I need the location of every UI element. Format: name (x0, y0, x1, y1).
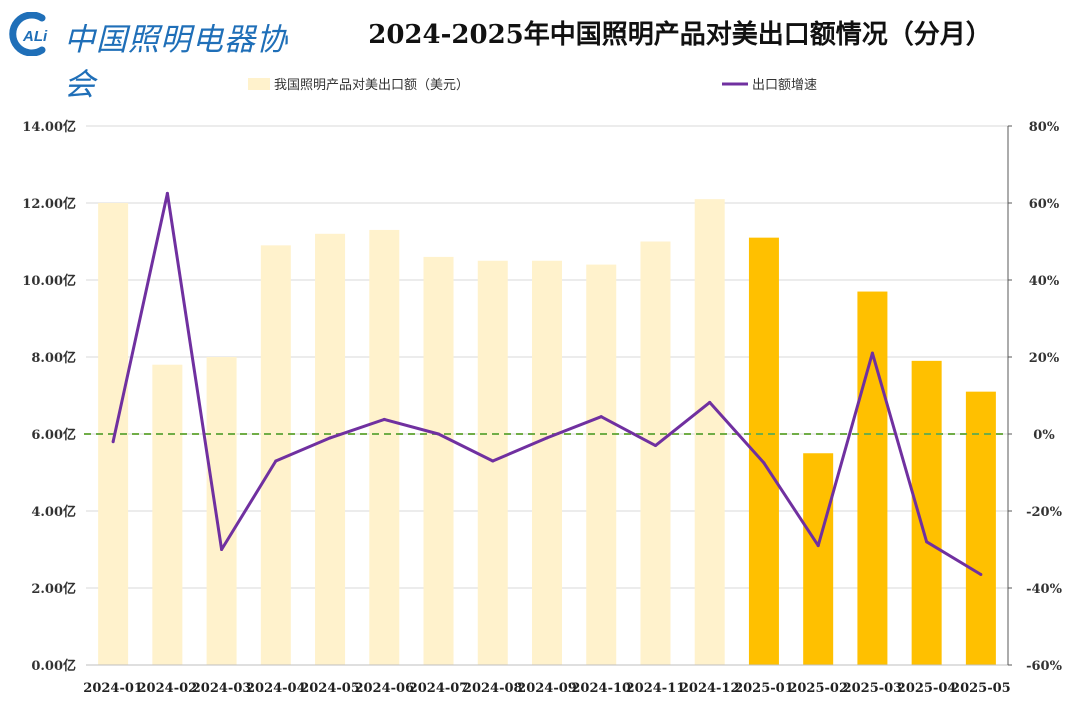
growth-point-2024-12 (708, 400, 712, 404)
growth-point-2024-09 (545, 436, 549, 440)
x-tick-label: 2024-12 (680, 681, 740, 696)
x-tick-label: 2025-01 (734, 681, 794, 696)
growth-point-2024-02 (165, 191, 169, 195)
x-tick-label: 2024-09 (517, 681, 577, 696)
growth-point-2024-10 (599, 415, 603, 419)
right-tick-label: 80% (1029, 120, 1060, 135)
right-tick-label: -40% (1026, 582, 1062, 597)
legend: 我国照明产品对美出口额（美元） 出口额增速 (248, 78, 817, 93)
legend-label-line: 出口额增速 (752, 78, 817, 93)
left-tick-label: 12.00亿 (22, 196, 76, 212)
x-tick-label: 2024-10 (571, 681, 631, 696)
logo-mark-icon: ALi (9, 12, 48, 56)
growth-point-2024-04 (274, 459, 278, 463)
bar-2025-03 (857, 291, 888, 665)
x-tick-label: 2025-03 (843, 681, 903, 696)
growth-point-2025-01 (762, 461, 766, 465)
x-tick-label: 2024-08 (463, 681, 523, 696)
x-tick-label: 2024-06 (354, 681, 414, 696)
bar-2025-05 (965, 391, 996, 665)
axes: 0.00亿 2.00亿 4.00亿 6.00亿 8.00亿 10.00亿 12.00亿 14.… (22, 119, 1062, 696)
growth-point-2024-06 (382, 417, 386, 421)
bar-2025-04 (911, 360, 942, 665)
x-tick-label: 2024-03 (192, 681, 252, 696)
growth-point-2024-11 (653, 444, 657, 448)
right-tick-label: 20% (1029, 351, 1060, 366)
left-tick-label: 10.00亿 (22, 273, 76, 289)
bar-2024-10 (586, 264, 617, 665)
legend-label-bar: 我国照明产品对美出口额（美元） (274, 78, 469, 93)
growth-point-2024-01 (111, 440, 115, 444)
left-tick-label: 0.00亿 (31, 658, 76, 674)
left-tick-label: 6.00亿 (31, 427, 76, 443)
right-tick-label: -20% (1026, 505, 1062, 520)
bar-2024-08 (477, 260, 508, 665)
left-tick-label: 4.00亿 (31, 504, 76, 520)
bar-2024-02 (152, 364, 183, 665)
logo-org-name: 中国照明电器协会 (64, 22, 288, 103)
right-tick-label: 60% (1029, 197, 1060, 212)
bar-2024-09 (532, 260, 562, 665)
bar-2024-11 (640, 241, 671, 665)
bar-2024-07 (423, 256, 454, 665)
x-tick-label: 2024-07 (409, 681, 469, 696)
growth-point-2025-02 (816, 544, 820, 548)
x-tick-label: 2024-11 (626, 681, 686, 696)
growth-point-2024-08 (491, 459, 495, 463)
x-tick-label: 2024-01 (83, 681, 143, 696)
left-tick-label: 8.00亿 (31, 350, 76, 366)
bar-2024-06 (369, 229, 400, 665)
growth-point-2025-05 (979, 573, 983, 577)
x-tick-label: 2025-05 (951, 681, 1011, 696)
x-tick-label: 2024-05 (300, 681, 360, 696)
legend-swatch-bar (248, 78, 270, 90)
line-series (111, 191, 983, 577)
growth-point-2025-04 (925, 540, 929, 544)
growth-point-2024-03 (220, 548, 224, 551)
growth-point-2025-03 (870, 351, 874, 355)
logo-mark-text: ALi (22, 28, 48, 45)
x-tick-label: 2024-04 (246, 681, 306, 696)
growth-point-2024-07 (437, 432, 441, 436)
right-tick-label: 40% (1029, 274, 1060, 289)
x-tick-label: 2025-04 (897, 681, 957, 696)
bar-2024-03 (206, 357, 237, 665)
x-tick-label: 2024-02 (138, 681, 198, 696)
right-tick-label: -60% (1026, 659, 1062, 674)
x-tick-label: 2025-02 (788, 681, 848, 696)
bar-2024-05 (315, 233, 346, 666)
bar-2025-02 (803, 453, 834, 665)
chart-title: 2024-2025年中国照明产品对美出口额情况（分月） (368, 20, 992, 50)
left-tick-label: 14.00亿 (22, 119, 76, 135)
left-tick-label: 2.00亿 (31, 581, 76, 597)
right-tick-label: 0% (1033, 428, 1055, 443)
logo: ALi 中国照明电器协会 (6, 10, 296, 103)
bar-series (98, 199, 996, 666)
bar-2024-12 (694, 199, 725, 665)
growth-point-2024-05 (328, 436, 332, 440)
